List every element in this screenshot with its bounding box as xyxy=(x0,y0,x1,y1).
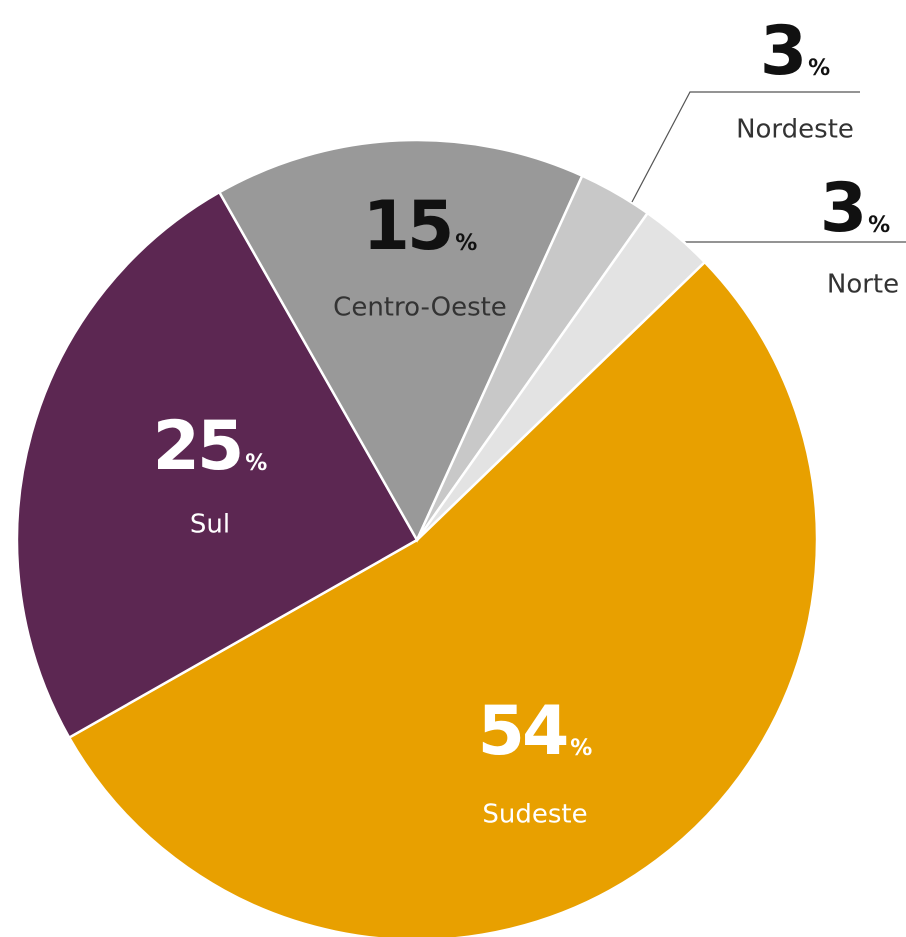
category-label: Sul xyxy=(190,510,230,540)
value-label: 15% xyxy=(363,187,478,266)
category-label: Sudeste xyxy=(482,800,587,830)
category-label: Nordeste xyxy=(736,115,854,145)
value-label: 54% xyxy=(478,692,593,771)
slice xyxy=(15,190,419,740)
value-unit: % xyxy=(570,736,592,761)
value-number: 3 xyxy=(760,12,804,91)
slices xyxy=(15,138,819,937)
value-number: 3 xyxy=(820,169,864,248)
value-unit: % xyxy=(868,213,890,238)
value-unit: % xyxy=(808,56,830,81)
value-number: 25 xyxy=(153,407,242,486)
slice xyxy=(415,211,707,541)
value-unit: % xyxy=(245,451,267,476)
value-label: 25% xyxy=(153,407,268,486)
category-label: Norte xyxy=(827,270,899,300)
slice xyxy=(67,260,819,937)
value-label: 3% xyxy=(820,169,890,248)
value-label: 3% xyxy=(760,12,830,91)
slice xyxy=(217,138,584,543)
value-number: 15 xyxy=(363,187,452,266)
value-number: 54 xyxy=(478,692,567,771)
category-label: Centro-Oeste xyxy=(333,293,507,323)
leader-line xyxy=(631,91,860,203)
value-unit: % xyxy=(455,231,477,256)
